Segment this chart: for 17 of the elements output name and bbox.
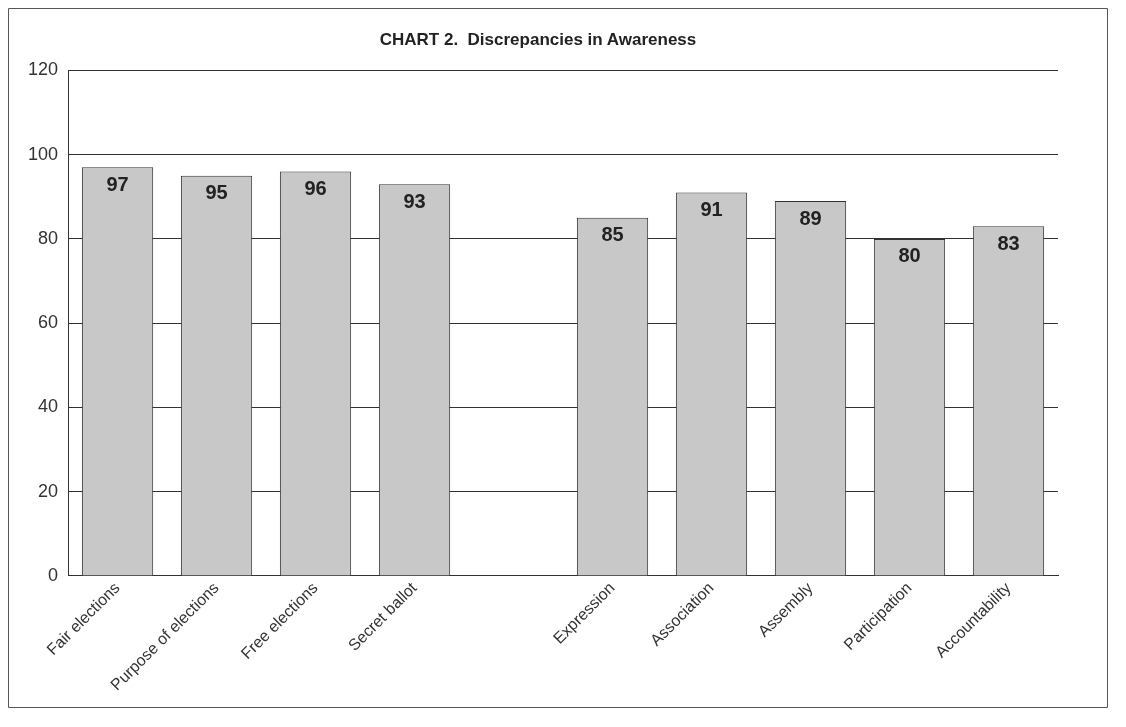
- y-tick-label: 80: [38, 227, 59, 248]
- y-tick-label: 40: [38, 396, 59, 417]
- y-tick-label: 120: [27, 59, 59, 80]
- y-tick-label: 20: [38, 480, 59, 501]
- data-label: 96: [304, 177, 327, 200]
- data-label: 85: [601, 223, 624, 246]
- data-label: 97: [106, 172, 129, 195]
- data-label: 89: [799, 206, 822, 229]
- chart-title: CHART 2. Discrepancies in Awareness: [379, 29, 697, 49]
- data-label: 80: [898, 244, 921, 267]
- data-label: 83: [997, 231, 1020, 254]
- data-label: 93: [403, 189, 426, 212]
- y-tick-label: 60: [38, 312, 59, 333]
- data-label: 95: [205, 181, 228, 204]
- data-label: 91: [700, 198, 723, 221]
- y-tick-label: 0: [48, 564, 59, 585]
- y-tick-label: 100: [27, 143, 59, 164]
